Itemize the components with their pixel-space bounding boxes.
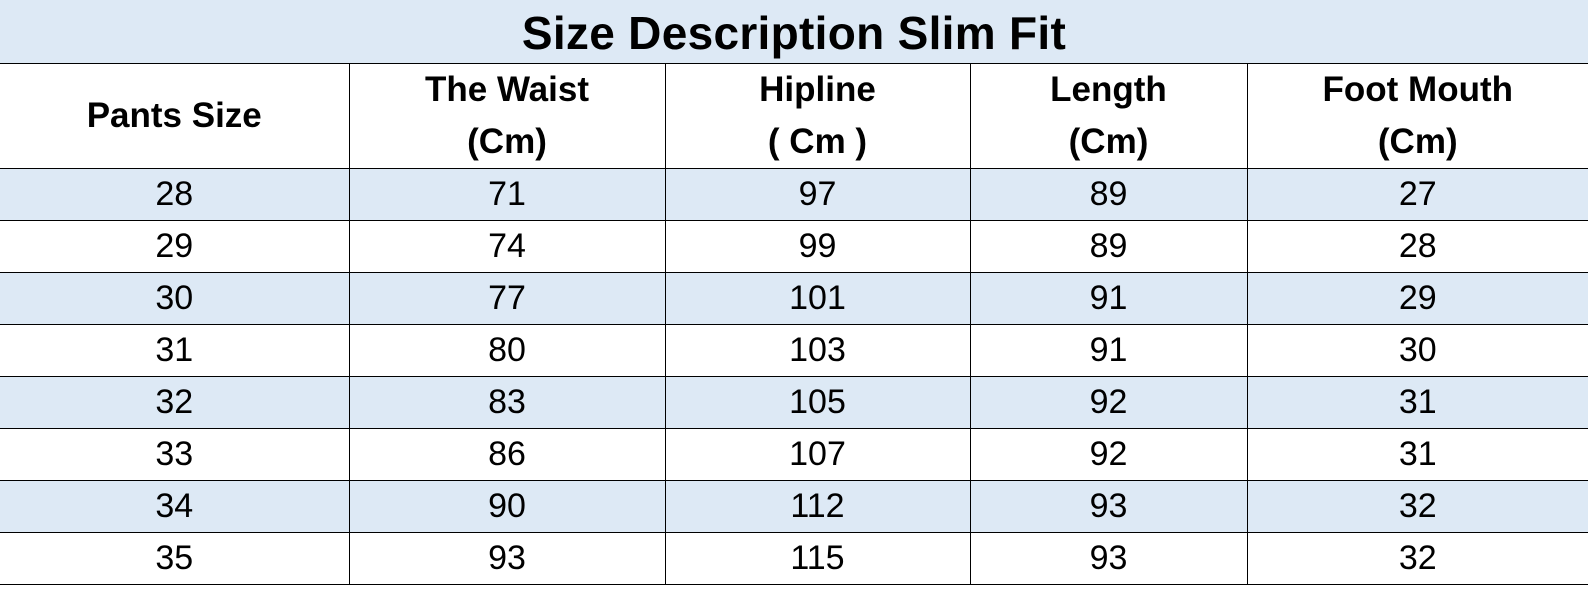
- cell-hipline: 107: [664, 428, 970, 481]
- table-row: 28 71 97 89 27: [0, 168, 1588, 221]
- cell-length: 92: [969, 376, 1247, 429]
- cell-pants-size: 34: [0, 480, 349, 533]
- cell-length: 93: [969, 480, 1247, 533]
- cell-foot-mouth: 27: [1246, 168, 1588, 221]
- cell-waist: 71: [348, 168, 665, 221]
- table-row: 35 93 115 93 32: [0, 532, 1588, 585]
- table-row: 33 86 107 92 31: [0, 428, 1588, 481]
- cell-foot-mouth: 31: [1246, 428, 1588, 481]
- cell-waist: 90: [348, 480, 665, 533]
- table-row: 29 74 99 89 28: [0, 220, 1588, 273]
- cell-foot-mouth: 32: [1246, 532, 1588, 585]
- cell-pants-size: 30: [0, 272, 349, 325]
- cell-foot-mouth: 30: [1246, 324, 1588, 377]
- cell-length: 91: [969, 324, 1247, 377]
- header-hipline: Hipline ( Cm ): [664, 64, 970, 169]
- cell-hipline: 115: [664, 532, 970, 585]
- cell-hipline: 99: [664, 220, 970, 273]
- cell-pants-size: 28: [0, 168, 349, 221]
- cell-foot-mouth: 32: [1246, 480, 1588, 533]
- cell-pants-size: 31: [0, 324, 349, 377]
- header-row: Pants Size The Waist (Cm) Hipline ( Cm )…: [0, 64, 1588, 169]
- header-length: Length (Cm): [969, 64, 1247, 169]
- cell-waist: 80: [348, 324, 665, 377]
- cell-length: 89: [969, 220, 1247, 273]
- cell-waist: 83: [348, 376, 665, 429]
- cell-length: 93: [969, 532, 1247, 585]
- header-pants-size: Pants Size: [0, 64, 349, 169]
- size-table: Pants Size The Waist (Cm) Hipline ( Cm )…: [0, 64, 1588, 585]
- table-body: 28 71 97 89 27 29 74 99 89 28 30 77 101 91 29 31 80 103 91…: [0, 168, 1588, 585]
- table-row: 31 80 103 91 30: [0, 324, 1588, 377]
- cell-length: 89: [969, 168, 1247, 221]
- cell-foot-mouth: 28: [1246, 220, 1588, 273]
- cell-length: 92: [969, 428, 1247, 481]
- header-foot-mouth: Foot Mouth (Cm): [1246, 64, 1588, 169]
- cell-hipline: 112: [664, 480, 970, 533]
- header-waist: The Waist (Cm): [348, 64, 665, 169]
- cell-pants-size: 33: [0, 428, 349, 481]
- cell-hipline: 97: [664, 168, 970, 221]
- cell-waist: 77: [348, 272, 665, 325]
- cell-hipline: 101: [664, 272, 970, 325]
- cell-waist: 86: [348, 428, 665, 481]
- chart-title: Size Description Slim Fit: [0, 0, 1588, 64]
- cell-foot-mouth: 29: [1246, 272, 1588, 325]
- cell-hipline: 103: [664, 324, 970, 377]
- cell-pants-size: 29: [0, 220, 349, 273]
- cell-length: 91: [969, 272, 1247, 325]
- cell-pants-size: 32: [0, 376, 349, 429]
- cell-pants-size: 35: [0, 532, 349, 585]
- table-row: 34 90 112 93 32: [0, 480, 1588, 533]
- cell-waist: 93: [348, 532, 665, 585]
- cell-foot-mouth: 31: [1246, 376, 1588, 429]
- table-row: 30 77 101 91 29: [0, 272, 1588, 325]
- table-row: 32 83 105 92 31: [0, 376, 1588, 429]
- cell-hipline: 105: [664, 376, 970, 429]
- cell-waist: 74: [348, 220, 665, 273]
